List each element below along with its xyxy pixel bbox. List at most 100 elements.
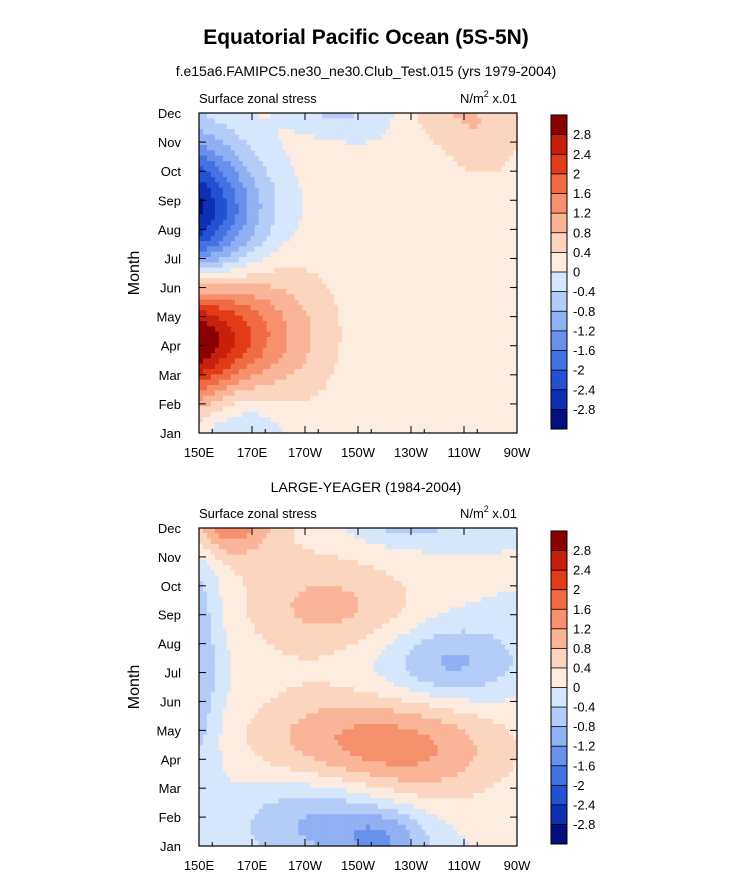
- heatmap-cell: [302, 225, 307, 231]
- heatmap-cell: [210, 390, 216, 397]
- heatmap-cell: [310, 305, 315, 311]
- heatmap-cell: [401, 209, 407, 215]
- heatmap-cell: [326, 406, 331, 413]
- heatmap-cell: [314, 278, 319, 285]
- heatmap-cell: [318, 278, 323, 285]
- heatmap-cell: [290, 129, 296, 135]
- heatmap-cell: [497, 150, 502, 157]
- heatmap-cell: [361, 358, 367, 365]
- heatmap-cell: [469, 417, 474, 423]
- heatmap-cell: [290, 315, 296, 322]
- heatmap-cell: [429, 155, 435, 162]
- heatmap-cell: [242, 262, 248, 269]
- heatmap-cell: [381, 219, 387, 226]
- heatmap-cell: [509, 411, 514, 418]
- heatmap-cell: [338, 150, 343, 157]
- heatmap-cell: [509, 241, 514, 247]
- heatmap-cell: [485, 139, 490, 146]
- heatmap-cell: [274, 358, 280, 365]
- heatmap-cell: [250, 155, 256, 162]
- heatmap-cell: [393, 422, 399, 429]
- heatmap-cell: [405, 257, 411, 263]
- heatmap-cell: [286, 422, 292, 429]
- heatmap-cell: [302, 310, 307, 317]
- heatmap-cell: [509, 379, 514, 386]
- heatmap-cell: [294, 379, 299, 386]
- heatmap-cell: [469, 225, 474, 231]
- heatmap-cell: [330, 161, 335, 167]
- heatmap-cell: [441, 113, 447, 119]
- heatmap-cell: [361, 294, 367, 301]
- heatmap-cell: [373, 427, 379, 434]
- heatmap-cell: [282, 139, 288, 146]
- heatmap-cell: [365, 289, 371, 295]
- heatmap-cell: [433, 401, 439, 407]
- heatmap-cell: [206, 422, 212, 429]
- heatmap-cell: [401, 267, 407, 274]
- heatmap-cell: [206, 294, 212, 301]
- heatmap-cell: [314, 161, 319, 167]
- heatmap-cell: [342, 267, 347, 274]
- heatmap-cell: [473, 342, 478, 349]
- heatmap-cell: [202, 321, 208, 327]
- heatmap-cell: [246, 337, 252, 343]
- heatmap-cell: [202, 225, 208, 231]
- heatmap-cell: [206, 187, 212, 194]
- heatmap-cell: [501, 225, 506, 231]
- heatmap-cell: [409, 305, 415, 311]
- heatmap-cell: [381, 129, 387, 135]
- heatmap-cell: [214, 283, 220, 290]
- heatmap-cell: [242, 118, 248, 125]
- heatmap-cell: [417, 363, 423, 370]
- heatmap-cell: [385, 289, 391, 295]
- heatmap-cell: [381, 353, 387, 359]
- heatmap-cell: [314, 113, 319, 119]
- heatmap-cell: [266, 294, 272, 301]
- heatmap-cell: [497, 123, 502, 130]
- heatmap-cell: [298, 337, 303, 343]
- heatmap-cell: [226, 209, 232, 215]
- heatmap-cell: [290, 363, 296, 370]
- colorbar-label: -0.8: [573, 304, 595, 319]
- heatmap-cell: [509, 337, 514, 343]
- heatmap-cell: [262, 257, 268, 263]
- heatmap-cell: [405, 326, 411, 333]
- heatmap-cell: [342, 262, 347, 269]
- heatmap-cell: [346, 326, 351, 333]
- heatmap-cell: [393, 289, 399, 295]
- heatmap-cell: [373, 321, 379, 327]
- heatmap-cell: [346, 321, 351, 327]
- heatmap-cell: [310, 395, 315, 402]
- heatmap-cell: [214, 113, 220, 119]
- heatmap-cell: [493, 321, 498, 327]
- heatmap-cell: [206, 182, 212, 189]
- heatmap-cell: [254, 315, 260, 322]
- heatmap-cell: [393, 129, 399, 135]
- heatmap-cell: [246, 214, 252, 221]
- heatmap-cell: [501, 187, 506, 194]
- heatmap-cell: [346, 406, 351, 413]
- heatmap-cell: [381, 113, 387, 119]
- heatmap-cell: [226, 118, 232, 125]
- heatmap-cell: [461, 193, 466, 199]
- heatmap-cell: [214, 315, 220, 322]
- heatmap-cell: [238, 310, 244, 317]
- heatmap-cell: [477, 427, 482, 434]
- heatmap-cell: [326, 145, 331, 151]
- heatmap-cell: [254, 219, 260, 226]
- heatmap-cell: [437, 331, 443, 338]
- heatmap-cell: [441, 299, 447, 306]
- heatmap-cell: [282, 363, 288, 370]
- heatmap-cell: [465, 406, 470, 413]
- heatmap-cell: [346, 177, 351, 183]
- heatmap-cell: [266, 528, 272, 534]
- heatmap-cell: [485, 390, 490, 397]
- heatmap-cell: [262, 225, 268, 231]
- heatmap-cell: [262, 273, 268, 279]
- heatmap-cell: [477, 358, 482, 365]
- heatmap-cell: [437, 353, 443, 359]
- heatmap-cell: [461, 177, 466, 183]
- heatmap-cell: [242, 347, 248, 354]
- heatmap-cell: [421, 337, 427, 343]
- heatmap-cell: [369, 342, 375, 349]
